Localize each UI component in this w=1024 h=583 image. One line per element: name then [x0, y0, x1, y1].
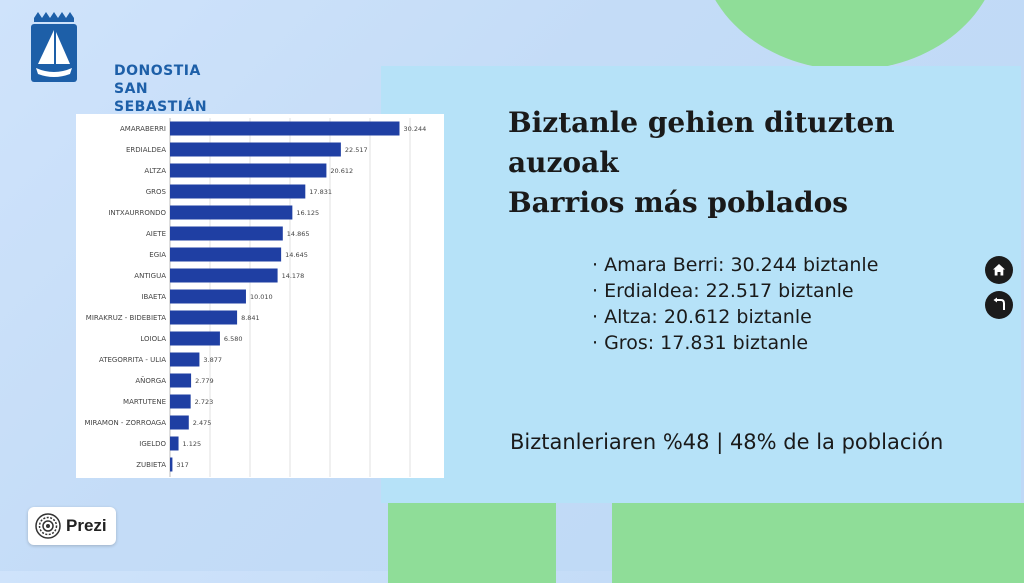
value-label: 14.178	[282, 272, 305, 280]
bar	[170, 163, 327, 178]
bar	[170, 394, 191, 409]
value-label: 14.865	[287, 230, 310, 238]
prezi-badge[interactable]: Prezi	[28, 507, 116, 545]
bar	[170, 184, 306, 199]
value-label: 8.841	[241, 314, 260, 322]
category-label: EGIA	[149, 251, 166, 259]
category-label: MIRAMON - ZORROAGA	[84, 419, 166, 427]
list-item: · Gros: 17.831 biztanle	[592, 332, 809, 354]
content-panel	[381, 66, 1021, 503]
bar	[170, 226, 283, 241]
bar	[170, 436, 179, 451]
category-label: AMARABERRI	[120, 125, 166, 133]
decorative-green-shape	[388, 503, 556, 583]
value-label: 22.517	[345, 146, 368, 154]
list-item: · Erdialdea: 22.517 biztanle	[592, 280, 854, 302]
value-label: 10.010	[250, 293, 273, 301]
bar	[170, 415, 189, 430]
decorative-green-shape	[700, 0, 1000, 70]
category-label: INTXAURRONDO	[108, 209, 166, 217]
value-label: 16.125	[296, 209, 319, 217]
bar	[170, 457, 173, 472]
category-label: MIRAKRUZ - BIDEBIETA	[86, 314, 166, 322]
bar	[170, 121, 400, 136]
value-label: 317	[176, 461, 188, 469]
value-label: 1.125	[183, 440, 202, 448]
category-label: IBAETA	[141, 293, 166, 301]
value-label: 14.645	[285, 251, 308, 259]
coat-of-arms-icon	[31, 12, 77, 82]
category-label: GROS	[146, 188, 167, 196]
population-share-text: Biztanleriaren %48 | 48% de la población	[510, 430, 944, 454]
bar	[170, 268, 278, 283]
city-logo: DONOSTIA SAN SEBASTIÁN	[28, 10, 228, 115]
category-label: ALTZA	[144, 167, 166, 175]
bar	[170, 310, 238, 325]
category-label: ZUBIETA	[136, 461, 166, 469]
category-label: MARTUTENE	[123, 398, 166, 406]
value-label: 3.877	[203, 356, 222, 364]
value-label: 30.244	[403, 125, 426, 133]
bar	[170, 331, 220, 346]
value-label: 2.723	[195, 398, 214, 406]
category-label: AÑORGA	[135, 376, 166, 385]
brand-line-1: DONOSTIA	[114, 63, 201, 79]
title-line-1: Biztanle gehien dituzten auzoak	[508, 106, 895, 179]
value-label: 6.580	[224, 335, 243, 343]
value-label: 20.612	[330, 167, 353, 175]
bar	[170, 352, 200, 367]
decorative-green-shape	[612, 503, 1024, 583]
list-item: · Altza: 20.612 biztanle	[592, 306, 812, 328]
prezi-label: Prezi	[66, 516, 107, 535]
bar-chart: AMARABERRI 30.244 ERDIALDEA 22.517 ALTZA 20.6…	[84, 118, 426, 477]
value-label: 17.831	[309, 188, 332, 196]
bar	[170, 247, 282, 262]
top-neighbourhoods-list: · Amara Berri: 30.244 biztanle · Erdiald…	[592, 252, 878, 356]
category-label: ANTIGUA	[134, 272, 166, 280]
home-icon	[993, 264, 1005, 276]
title-line-2: Barrios más poblados	[508, 186, 849, 219]
population-chart: AMARABERRI 30.244 ERDIALDEA 22.517 ALTZA 20.6…	[76, 114, 444, 478]
category-label: IGELDO	[139, 440, 166, 448]
brand-name: DONOSTIA SAN SEBASTIÁN	[114, 62, 228, 116]
category-label: ATEGORRITA - ULIA	[99, 356, 166, 364]
back-arrow-icon	[993, 297, 1005, 310]
bar	[170, 205, 293, 220]
category-label: LOIOLA	[140, 335, 166, 343]
home-button[interactable]	[985, 256, 1013, 284]
bar	[170, 289, 246, 304]
bar	[170, 373, 192, 388]
value-label: 2.779	[195, 377, 214, 385]
list-item: · Amara Berri: 30.244 biztanle	[592, 254, 879, 276]
category-label: AIETE	[146, 230, 166, 238]
slide-title: Biztanle gehien dituzten auzoak Barrios …	[508, 103, 1008, 223]
category-label: ERDIALDEA	[126, 146, 166, 154]
brand-line-2: SAN SEBASTIÁN	[114, 81, 208, 115]
value-label: 2.475	[193, 419, 212, 427]
back-button[interactable]	[985, 291, 1013, 319]
bar	[170, 142, 341, 157]
prezi-logo-icon	[35, 513, 61, 539]
